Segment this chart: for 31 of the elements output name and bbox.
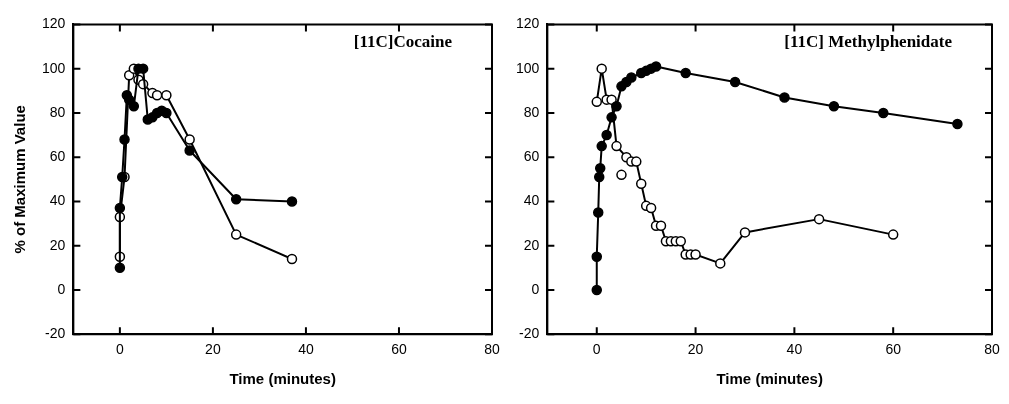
y-tick-label: -20 xyxy=(519,325,540,342)
x-tick-label: 40 xyxy=(786,341,803,358)
y-tick-label: 0 xyxy=(531,280,540,297)
y-tick-label: 120 xyxy=(516,15,540,32)
y-axis-title: % of Maximum Value xyxy=(11,105,29,254)
y-tick-label: 0 xyxy=(57,280,66,297)
x-tick-label: 60 xyxy=(885,341,902,358)
x-tick-label: 40 xyxy=(298,341,314,358)
y-tick-label: 100 xyxy=(516,59,540,76)
x-tick-label: 60 xyxy=(391,341,407,358)
y-tick-label: 20 xyxy=(49,236,66,253)
x-tick-label: 20 xyxy=(205,341,221,358)
y-tick-label: 40 xyxy=(49,192,66,209)
text: [11C] Methylphenidate xyxy=(784,32,953,52)
x-tick-label: 80 xyxy=(484,341,500,358)
text: [11C]Cocaine xyxy=(353,32,453,52)
x-axis-title: Time (minutes) xyxy=(229,370,336,388)
y-tick-label: 80 xyxy=(523,103,540,120)
x-axis-title: Time (minutes) xyxy=(716,370,823,388)
y-tick-label: 100 xyxy=(42,59,66,76)
x-tick-label: 20 xyxy=(687,341,704,358)
x-tick-label: 0 xyxy=(115,341,124,358)
y-tick-label: 60 xyxy=(523,148,540,165)
y-tick-label: 120 xyxy=(42,15,66,32)
x-tick-label: 80 xyxy=(984,341,1000,358)
y-tick-label: 20 xyxy=(523,236,540,253)
y-tick-label: 60 xyxy=(49,148,66,165)
y-tick-label: 80 xyxy=(49,103,66,120)
y-tick-label: -20 xyxy=(45,325,66,342)
y-tick-label: 40 xyxy=(523,192,540,209)
x-tick-label: 0 xyxy=(592,341,601,358)
